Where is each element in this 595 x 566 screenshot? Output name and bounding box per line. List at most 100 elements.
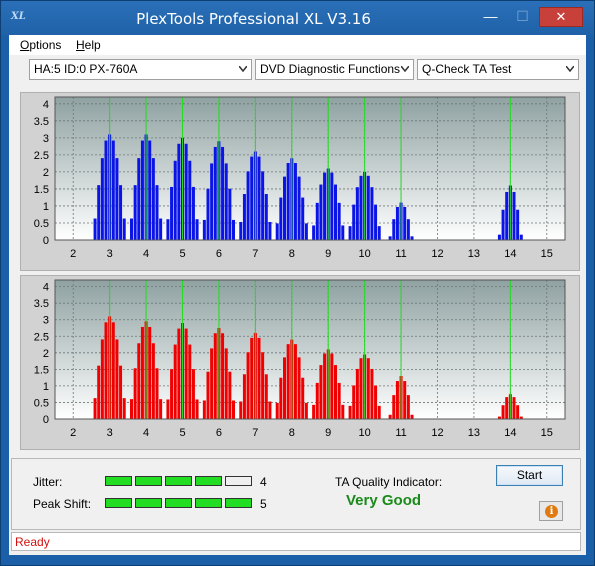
histogram-bar [516,209,520,240]
x-tick-label: 15 [541,248,553,260]
x-tick-label: 4 [143,248,149,260]
histogram-bar [366,358,370,419]
y-tick-label: 4 [43,282,49,294]
histogram-bar [348,405,352,419]
histogram-bar [228,371,232,419]
maximize-button[interactable]: ☐ [516,8,529,24]
x-tick-label: 12 [431,248,443,260]
y-tick-label: 0.5 [34,218,49,230]
histogram-bar [140,140,144,240]
histogram-bar [100,158,104,240]
bottom-graph-frame: 4 3.5 3 2.5 2 1.5 1 0.5 0 2 3 4 5 6 7 8 9 10 11 12 13 14 15 [20,275,580,450]
meter-segment [225,498,252,508]
x-tick-label: 10 [359,248,371,260]
x-tick-label: 13 [468,427,480,439]
histogram-bar [210,163,214,240]
y-tick-label: 1 [43,201,49,213]
start-button[interactable]: Start [496,465,563,486]
title-bar[interactable]: XL PlexTools Professional XL V3.16 — ☐ ✕ [1,1,594,35]
histogram-bar [341,225,345,240]
y-tick-label: 4 [43,99,49,111]
histogram-bar [137,343,141,419]
histogram-bar [228,188,232,240]
histogram-bar [388,236,392,240]
histogram-bar [93,218,97,240]
histogram-bar [315,202,319,240]
function-select[interactable]: DVD Diagnostic Functions [255,59,414,80]
histogram-bar [268,401,272,419]
histogram-bar [377,405,381,419]
histogram-bar [115,158,119,240]
histogram-bar [188,160,192,240]
menu-options[interactable]: Options [20,38,61,52]
x-tick-label: 2 [70,248,76,260]
histogram-bar [297,357,301,419]
client-area: Options Help HA:5 ID:0 PX-760A DVD Diagn… [9,35,586,555]
x-tick-label: 3 [107,248,113,260]
histogram-bar [224,348,228,419]
histogram-bar [323,353,327,419]
y-tick-label: 1.5 [34,364,49,376]
x-tick-label: 14 [504,427,516,439]
histogram-bar [191,369,195,419]
histogram-bar [213,146,217,240]
histogram-bar [352,385,356,419]
histogram-bar [166,219,170,240]
histogram-bar [122,398,126,419]
x-tick-label: 4 [143,427,149,439]
ta-quality-value: Very Good [346,492,422,509]
histogram-bar [388,414,392,419]
histogram-bar [104,322,108,419]
test-select[interactable]: Q-Check TA Test [417,59,579,80]
histogram-bar [122,218,126,240]
close-button[interactable]: ✕ [539,7,583,27]
histogram-bar [250,337,254,419]
histogram-bar [286,163,290,240]
histogram-bar [501,209,505,240]
histogram-bar [261,352,265,419]
histogram-bar [392,219,396,240]
histogram-bar [264,194,268,240]
info-button[interactable]: i [539,501,563,521]
histogram-bar [133,368,137,419]
histogram-bar [410,414,414,419]
meter-segment [195,476,222,486]
app-logo-icon: XL [11,11,26,22]
histogram-bar [406,219,410,240]
meter-segment [195,498,222,508]
x-tick-label: 14 [504,248,516,260]
minimize-button[interactable]: — [483,8,498,24]
histogram-bar [319,365,323,419]
histogram-bar [155,185,159,240]
x-tick-label: 7 [252,427,258,439]
menu-help[interactable]: Help [76,38,101,52]
histogram-bar [334,184,337,240]
histogram-bar [355,368,359,419]
histogram-bar [257,156,261,240]
help-accel: H [76,38,85,52]
drive-select[interactable]: HA:5 ID:0 PX-760A [29,59,252,80]
plot-border [54,96,566,241]
histogram-bar [301,197,305,240]
histogram-bar [264,374,268,419]
histogram-bar [115,339,119,419]
histogram-bar [301,377,305,419]
histogram-bar [151,343,155,419]
histogram-bar [374,204,378,240]
status-bar: Ready [11,532,581,551]
histogram-bar [403,206,407,240]
histogram-bar [170,186,174,240]
x-tick-label: 5 [179,248,185,260]
histogram-bar [177,143,181,240]
histogram-bar [370,368,374,419]
histogram-bar [210,348,214,419]
histogram-bar [330,353,334,419]
chevron-down-icon [239,66,247,72]
meter-segment [165,498,192,508]
histogram-bar [206,188,210,240]
histogram-bar [337,382,341,419]
status-text: Ready [15,535,50,549]
y-tick-label: 0.5 [34,397,49,409]
histogram-bar [232,400,235,419]
